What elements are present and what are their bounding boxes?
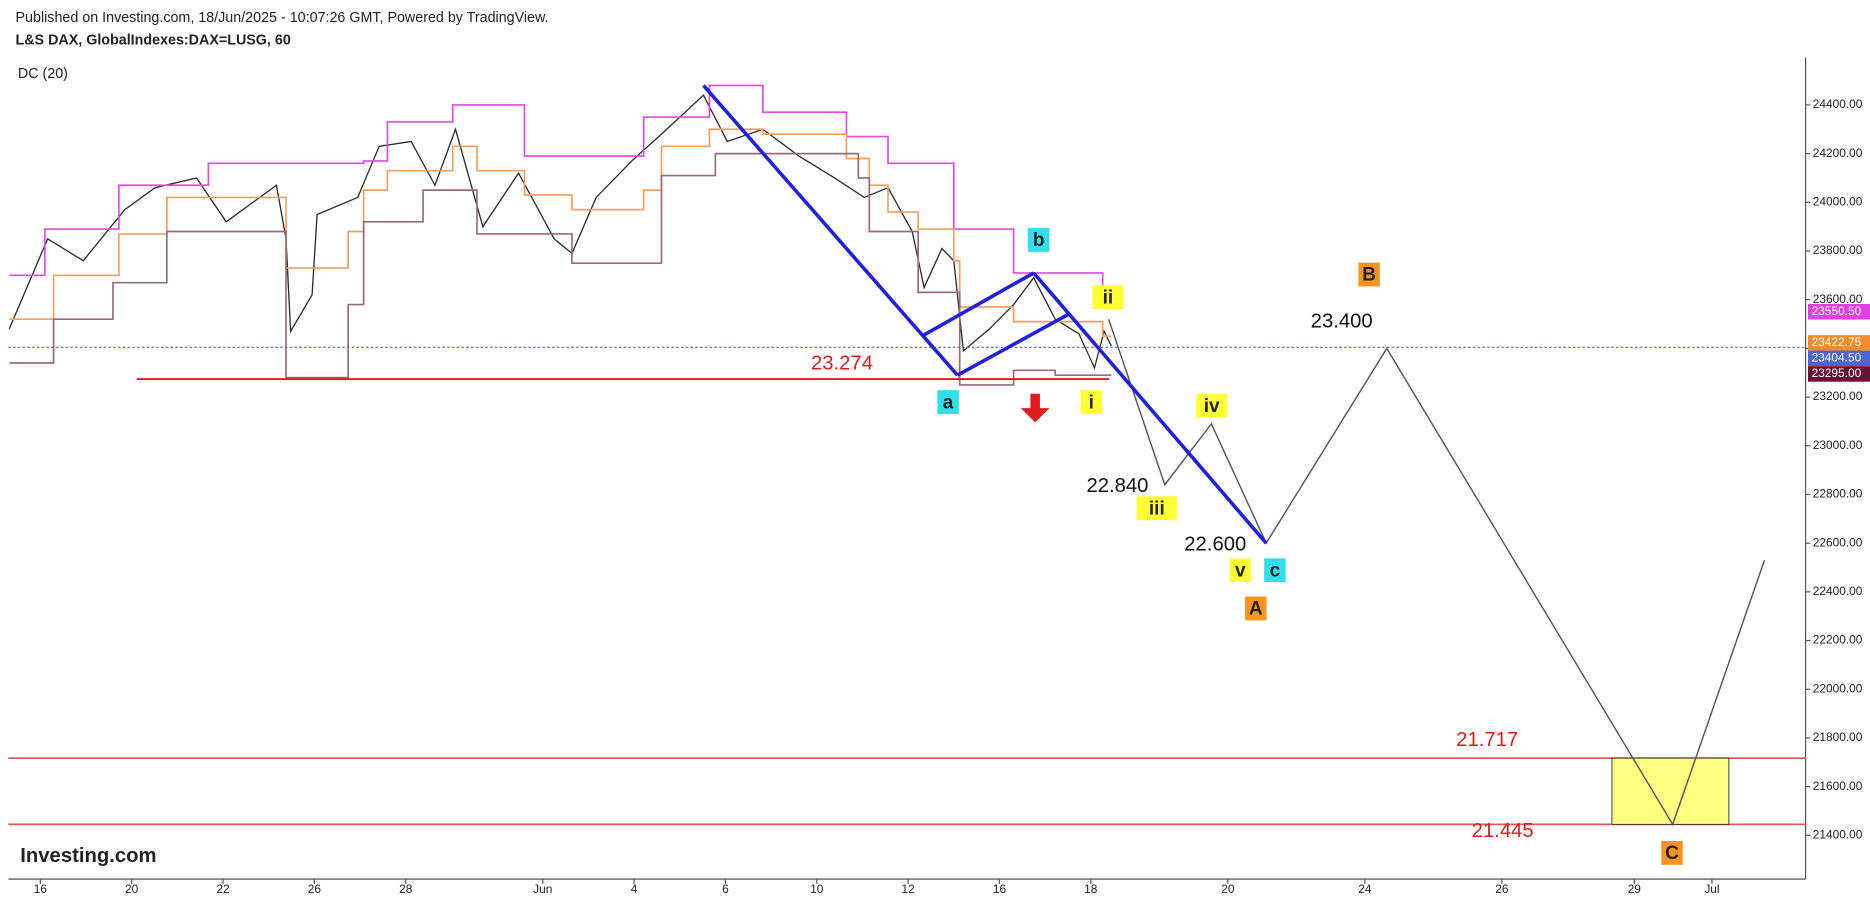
channel-line <box>9 152 1112 386</box>
wave-label: ii <box>1103 287 1114 308</box>
price-tag <box>1807 366 1870 382</box>
y-tick-label: 22600.00 <box>1813 535 1863 549</box>
wave-label-box <box>1264 558 1286 583</box>
price-tag-label: 23295.00 <box>1812 366 1862 380</box>
wave-label: B <box>1362 265 1376 286</box>
wave-label: C <box>1665 843 1679 864</box>
x-tick-label: Jul <box>1704 882 1719 896</box>
wave-label: A <box>1249 599 1263 620</box>
y-tick-label: 23600.00 <box>1813 292 1863 306</box>
price-tag <box>1807 303 1870 320</box>
wave-label-box <box>937 390 959 415</box>
down-arrow <box>1020 393 1050 423</box>
price-annotation: 22.840 <box>1086 475 1148 497</box>
wave-label: i <box>1089 392 1094 413</box>
y-tick-label: 24400.00 <box>1813 97 1863 111</box>
y-tick-label: 23000.00 <box>1813 438 1863 452</box>
wave-line <box>1032 271 1268 545</box>
wave-label-box <box>1136 496 1178 521</box>
published: Published on Investing.com, 18/Jun/2025 … <box>16 10 549 26</box>
projection-path <box>1107 318 1766 827</box>
wave-label-box <box>1080 390 1102 415</box>
price-annotation: 21.717 <box>1456 729 1518 751</box>
wave-label-box <box>1358 262 1380 287</box>
x-tick-label: 28 <box>399 882 413 896</box>
price-tag-label: 23404.50 <box>1812 351 1862 365</box>
y-tick-label: 24200.00 <box>1813 146 1863 160</box>
wave-label: a <box>943 392 954 413</box>
price-line <box>8 94 1112 370</box>
wave-label-box <box>1229 558 1252 583</box>
channel-line <box>9 84 1112 299</box>
wave-line <box>920 271 1035 338</box>
price-tag <box>1807 335 1870 351</box>
wave-line <box>956 312 1070 377</box>
logo: Investing.com <box>20 845 156 867</box>
y-tick-label: 24000.00 <box>1813 194 1863 208</box>
y-tick-label: 21400.00 <box>1813 827 1863 841</box>
x-tick-label: 6 <box>722 882 729 896</box>
y-tick-label: 21800.00 <box>1813 730 1863 744</box>
y-tick-label: 21600.00 <box>1813 779 1863 793</box>
wave-label-box <box>1661 840 1683 865</box>
x-tick-label: 22 <box>216 882 230 896</box>
price-tag-label: 23550.50 <box>1812 304 1862 318</box>
wave-label-box <box>1028 227 1050 252</box>
wave-label-box <box>1245 596 1267 621</box>
x-tick-label: Jun <box>533 882 552 896</box>
y-tick-label: 23800.00 <box>1813 243 1863 257</box>
wave-line <box>702 84 959 377</box>
x-tick-label: 4 <box>631 882 638 896</box>
x-tick-label: 20 <box>1221 882 1235 896</box>
price-tag <box>1807 350 1870 367</box>
indicator: DC (20) <box>18 66 68 82</box>
x-tick-label: 16 <box>993 882 1007 896</box>
wave-label-box <box>1196 393 1228 418</box>
x-tick-label: 24 <box>1358 882 1372 896</box>
wave-label-box <box>1092 285 1124 310</box>
price-annotation: 21.445 <box>1472 820 1534 842</box>
x-tick-label: 12 <box>901 882 915 896</box>
x-tick-label: 16 <box>34 882 48 896</box>
x-tick-label: 26 <box>1495 882 1509 896</box>
y-tick-label: 22000.00 <box>1813 681 1863 695</box>
price-annotation: 23.400 <box>1311 311 1373 333</box>
x-tick-label: 26 <box>308 882 322 896</box>
price-annotation: 22.600 <box>1184 534 1246 556</box>
wave-label: iv <box>1204 396 1220 417</box>
y-tick-label: 22200.00 <box>1813 633 1863 647</box>
wave-label: b <box>1033 230 1045 251</box>
wave-label: iii <box>1149 498 1165 519</box>
x-tick-label: 18 <box>1084 882 1098 896</box>
wave-label: c <box>1270 560 1281 581</box>
price-tag-label: 23422.75 <box>1812 335 1862 349</box>
y-tick-label: 22800.00 <box>1813 487 1863 501</box>
price-annotation: 23.274 <box>811 352 873 374</box>
y-tick-label: 23200.00 <box>1813 389 1863 403</box>
x-tick-label: 29 <box>1628 882 1642 896</box>
target-box <box>1611 757 1730 825</box>
x-tick-label: 10 <box>810 882 824 896</box>
wave-label: v <box>1235 560 1246 581</box>
x-tick-label: 20 <box>125 882 139 896</box>
symbol: L&S DAX, GlobalIndexes:DAX=LUSG, 60 <box>16 33 291 49</box>
y-tick-label: 22400.00 <box>1813 584 1863 598</box>
